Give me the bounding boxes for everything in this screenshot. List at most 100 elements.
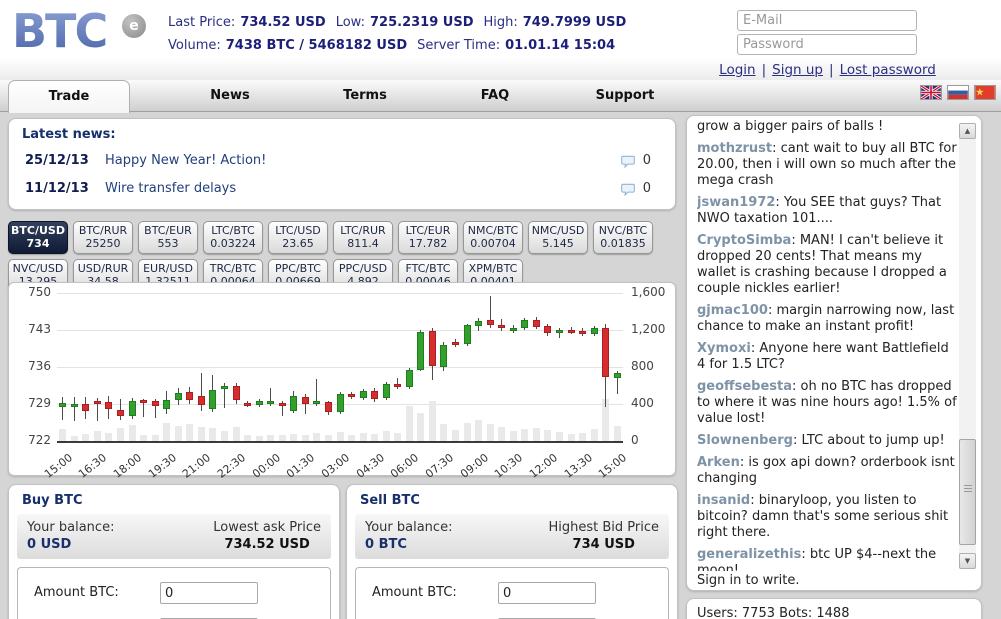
price-axis-tick: 736 [28,359,51,373]
pair-tab-btc-rur[interactable]: BTC/RUR 25250 [73,221,133,254]
volume-bar [371,434,379,441]
latest-news-panel: Latest news: 25/12/13 Happy New Year! Act… [8,118,676,210]
link-separator: | [761,62,767,78]
chat-username[interactable]: Xymoxi [697,341,751,356]
chat-message: Arken: is gox api down? orderbook isnt c… [697,455,955,486]
volume-bar [163,422,171,441]
chinese-flag[interactable] [974,85,996,100]
chat-username[interactable]: mothzrust [697,141,773,156]
chat-username[interactable]: gjmac100 [697,303,768,318]
volume-bar [590,428,598,441]
time-axis-tick: 19:30 [145,451,179,481]
candle-wick [200,373,202,411]
chat-scrollbar[interactable]: ▲ ▼ [959,123,976,569]
chat-message: generalizethis: btc UP $4--next the moon… [697,547,937,571]
buy-btc-panel: Buy BTC Your balance: 0 USD Lowest ask P… [8,484,340,619]
sell-amount-input[interactable] [498,582,596,604]
volume-bar [521,428,529,441]
pair-name: LTC/EUR [405,224,451,237]
email-field[interactable] [737,10,917,31]
chat-username[interactable]: Arken [697,455,740,470]
chat-message: geoffsebesta: oh no BTC has dropped to w… [697,379,957,426]
pair-tab-nvc-btc[interactable]: NVC/BTC 0.01835 [593,221,653,254]
tab-trade[interactable]: Trade [8,80,130,113]
tab-faq[interactable]: FAQ [480,88,510,103]
candle [70,404,78,407]
volume-bar [336,432,344,441]
price-axis-tick: 743 [28,322,51,336]
login-link-sign-up[interactable]: Sign up [772,62,824,78]
candle [93,400,101,404]
chat-username[interactable]: generalizethis [697,547,802,562]
chat-username[interactable]: CryptoSimba [697,233,792,248]
sell-btc-panel: Sell BTC Your balance: 0 BTC Highest Bid… [346,484,678,619]
volume-bar [405,405,413,441]
candle [486,319,494,326]
buy-amount-input[interactable] [160,582,258,604]
pair-tab-nmc-usd[interactable]: NMC/USD 5.145 [528,221,588,254]
time-axis-tick: 15:00 [596,451,630,481]
chat-username[interactable]: jswan1972 [697,195,776,210]
login-link-login[interactable]: Login [719,62,756,78]
candle [336,394,344,412]
chat-username[interactable]: insanid [697,493,751,508]
time-axis-tick: 01:30 [284,451,318,481]
pair-tab-btc-usd[interactable]: BTC/USD 734 [8,221,68,254]
candle [544,326,552,333]
volume-bar [70,435,78,441]
chat-message: insanid: binaryloop, you listen to bitco… [697,493,949,540]
volume-bar [128,425,136,441]
pair-price: 17.782 [408,237,448,250]
candle [521,319,529,328]
pair-tab-ltc-usd[interactable]: LTC/USD 23.65 [268,221,328,254]
pair-name: NVC/BTC [598,224,648,237]
candle-wick [316,379,318,406]
candle-wick [397,378,399,389]
stat-value: 01.01.14 15:04 [505,38,616,53]
main-nav: Trade News Terms FAQ Support [0,80,1001,113]
candle [197,396,205,405]
pair-tab-nmc-btc[interactable]: NMC/BTC 0.00704 [463,221,523,254]
news-link[interactable]: Wire transfer delays [105,181,237,196]
volume-bar [359,433,367,441]
candle-wick [270,388,272,407]
password-field[interactable] [737,34,917,55]
highest-bid-label: Highest Bid Price [548,520,659,535]
candle [509,327,517,331]
pair-tab-ltc-btc[interactable]: LTC/BTC 0.03224 [203,221,263,254]
pair-name: BTC/RUR [78,224,128,237]
time-axis-tick: 16:30 [76,451,110,481]
volume-bar [613,426,621,441]
tab-terms[interactable]: Terms [343,88,387,103]
volume-bar [509,430,517,441]
candle [567,330,575,333]
english-flag[interactable] [920,85,942,100]
candle [394,383,402,388]
chat-message: gjmac100: margin narrowing now, last cha… [697,303,955,334]
stat-label: Last Price: [168,15,236,30]
time-axis-tick: 13:30 [561,451,595,481]
chat-username[interactable]: geoffsebesta [697,379,792,394]
scroll-down-icon[interactable]: ▼ [959,553,976,569]
time-axis-tick: 00:00 [249,451,283,481]
chat-username[interactable]: Slownenberg [697,433,793,448]
candle [613,373,621,378]
news-item: 11/12/13 Wire transfer delays 0 [9,181,675,201]
pair-tab-ltc-eur[interactable]: LTC/EUR 17.782 [398,221,458,254]
price-axis-tick: 750 [28,285,51,299]
pair-tab-ltc-rur[interactable]: LTC/RUR 811.4 [333,221,393,254]
news-link[interactable]: Happy New Year! Action! [105,153,267,168]
chat-panel: grow a bigger pairs of balls ! mothzrust:… [686,115,982,591]
time-axis-tick: 03:00 [319,451,353,481]
btc-logo[interactable]: BTC [12,4,108,58]
scroll-up-icon[interactable]: ▲ [959,123,976,139]
news-date: 25/12/13 [25,153,89,168]
scrollbar-thumb[interactable] [959,439,976,545]
login-link-lost-password[interactable]: Lost password [839,62,936,78]
link-separator: | [829,62,834,78]
tab-news[interactable]: News [210,88,250,103]
pair-tab-btc-eur[interactable]: BTC/EUR 553 [138,221,198,254]
tab-support[interactable]: Support [595,88,655,103]
candle-wick [223,382,225,409]
russian-flag[interactable] [947,85,969,100]
